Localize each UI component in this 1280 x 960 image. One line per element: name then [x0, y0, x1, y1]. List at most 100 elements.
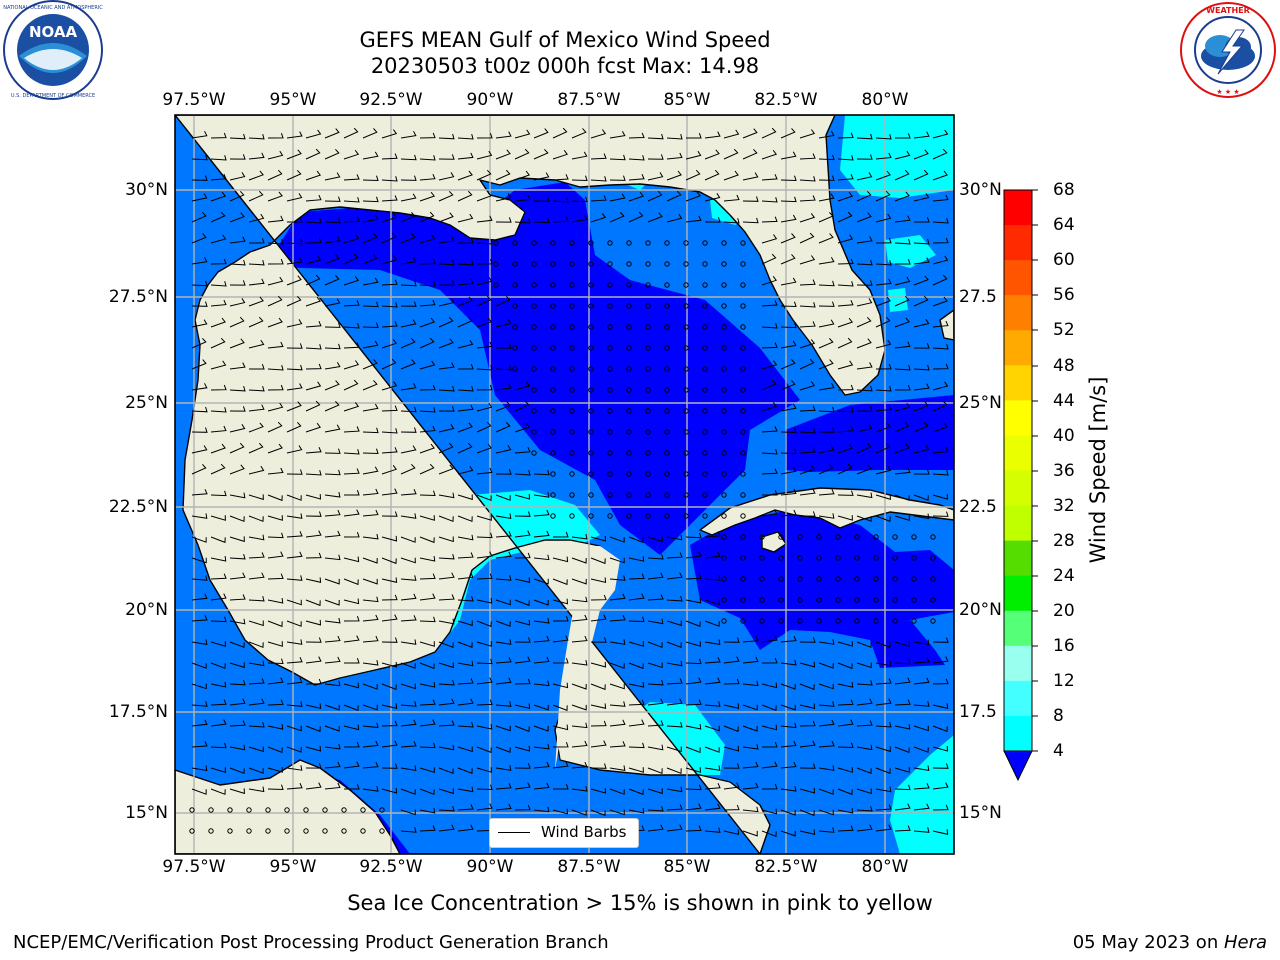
- wind-barb: [761, 449, 778, 455]
- wind-barb: [571, 786, 588, 792]
- wind-barb: [799, 339, 816, 349]
- wind-barb: [210, 173, 227, 181]
- wind-barb: [588, 471, 594, 477]
- wind-barb: [894, 641, 910, 647]
- wind-barb: [286, 364, 303, 371]
- wind-barb: [875, 278, 892, 286]
- wind-barb: [305, 170, 322, 181]
- wind-barb: [229, 133, 246, 140]
- wind-barb: [647, 594, 664, 601]
- wind-barb: [322, 807, 328, 813]
- wind-barb: [438, 805, 455, 812]
- wind-barb: [267, 421, 283, 433]
- lon-label-bottom: 85°W: [663, 857, 711, 877]
- wind-barb: [495, 149, 511, 160]
- wind-barb: [305, 237, 322, 244]
- wind-barb: [438, 553, 455, 560]
- wind-barb: [588, 366, 594, 372]
- fast-area-east-florida: [840, 115, 954, 198]
- wind-barb: [569, 366, 575, 372]
- wind-barb: [666, 786, 683, 793]
- wind-barb: [647, 744, 664, 751]
- wind-barb: [818, 130, 835, 139]
- wind-barb: [797, 597, 803, 603]
- wind-barb: [837, 719, 854, 727]
- wind-barb: [683, 324, 689, 330]
- wind-barb: [875, 170, 891, 181]
- wind-barb: [607, 324, 613, 330]
- wind-barb: [229, 464, 245, 475]
- wind-barb: [569, 429, 575, 435]
- wind-barb: [685, 784, 702, 791]
- wind-barb: [588, 387, 594, 393]
- wind-barb: [419, 788, 435, 796]
- wind-barb: [400, 557, 416, 564]
- wind-barb: [419, 443, 435, 454]
- wind-barb: [495, 639, 512, 645]
- wind-barb: [780, 233, 796, 244]
- wind-barb: [531, 303, 537, 309]
- wind-barb: [457, 278, 474, 286]
- wind-barb: [818, 154, 835, 161]
- wind-barb: [305, 577, 322, 583]
- wind-barb: [626, 240, 632, 246]
- wind-barb: [666, 152, 683, 160]
- wind-barb: [360, 807, 366, 813]
- wind-barb: [742, 830, 758, 837]
- wind-barb: [932, 829, 949, 835]
- wind-barb: [381, 740, 398, 748]
- wind-barb: [495, 725, 511, 732]
- wind-barb: [569, 345, 575, 351]
- wind-barb: [895, 133, 911, 139]
- wind-barb: [305, 363, 322, 370]
- wind-barb: [476, 532, 493, 539]
- wind-barb: [856, 406, 873, 412]
- wind-barb: [495, 701, 512, 707]
- wind-barb: [818, 827, 835, 833]
- wind-barb: [419, 807, 436, 814]
- wind-barb: [856, 154, 873, 160]
- wind-barb: [835, 597, 841, 603]
- wind-barb: [476, 402, 493, 412]
- wind-barb: [818, 427, 835, 433]
- wind-barb: [930, 597, 936, 603]
- wind-barb: [362, 466, 379, 475]
- wind-barb: [362, 277, 379, 286]
- wind-barb: [818, 445, 835, 454]
- lon-label-top: 90°W: [466, 90, 514, 110]
- wind-barb: [666, 552, 683, 559]
- wind-barb: [837, 443, 854, 454]
- wind-barb: [438, 698, 455, 706]
- wind-barb: [761, 704, 777, 712]
- wind-barb: [837, 191, 854, 202]
- wind-barb: [856, 662, 872, 669]
- map-title-line1: GEFS MEAN Gulf of Mexico Wind Speed: [359, 28, 771, 52]
- wind-barb: [229, 767, 245, 775]
- wind-barb: [818, 338, 834, 349]
- wind-barb: [856, 280, 873, 286]
- wind-barb: [438, 298, 455, 307]
- wind-barb: [799, 703, 816, 710]
- wind-barb: [609, 788, 625, 795]
- wind-barb: [913, 131, 930, 139]
- wind-barb: [550, 240, 556, 246]
- wind-barb: [400, 575, 417, 581]
- wind-barb: [932, 782, 949, 790]
- wind-barb: [780, 359, 796, 370]
- wind-barb: [457, 804, 474, 811]
- wind-barb: [894, 825, 911, 832]
- wind-barb: [531, 324, 537, 330]
- wind-barb: [324, 424, 341, 433]
- wind-barb: [514, 400, 530, 412]
- wind-barb: [286, 701, 303, 707]
- wind-barb: [265, 828, 271, 834]
- wind-barb: [476, 169, 492, 181]
- wind-barb: [533, 743, 550, 750]
- wind-barb: [324, 680, 341, 687]
- wind-barb: [761, 658, 778, 664]
- wind-barb: [837, 767, 853, 773]
- wind-barb: [362, 380, 378, 391]
- wind-barb: [569, 324, 575, 330]
- wind-barb: [702, 408, 708, 414]
- wind-barb: [645, 513, 651, 519]
